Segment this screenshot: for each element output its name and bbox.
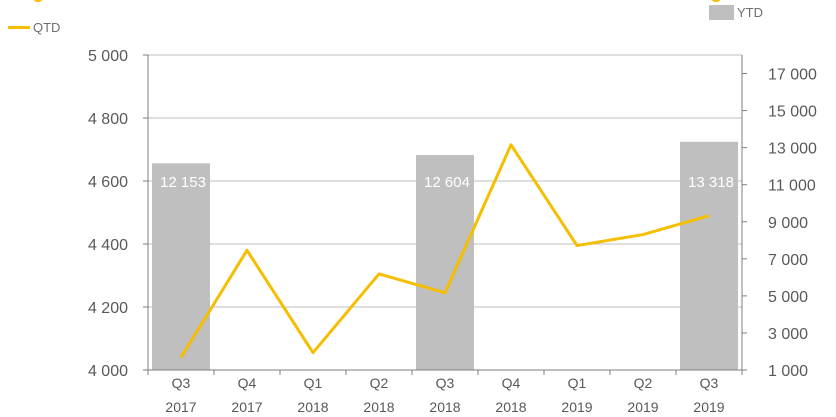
x-tick-label-year: 2019 [627, 399, 658, 415]
qtd-point [378, 273, 380, 275]
x-tick-label-quarter: Q3 [436, 375, 455, 391]
y-right-tick-label: 7 000 [768, 252, 808, 269]
x-tick-label-quarter: Q2 [370, 375, 389, 391]
x-tick-label-quarter: Q2 [634, 375, 653, 391]
y-right-tick-label: 13 000 [768, 141, 817, 158]
qtd-point [246, 249, 248, 251]
x-tick-label-quarter: Q3 [172, 375, 191, 391]
legend-ytd: YTD [709, 5, 763, 20]
bar-series [152, 141, 738, 370]
x-tick-label-year: 2018 [495, 399, 526, 415]
y-left-tick-label: 4 200 [88, 300, 128, 317]
qtd-point [444, 292, 446, 294]
bar-labels: 12 153 12 604 13 318 [160, 174, 734, 191]
bar-data-label: 13 318 [688, 174, 734, 191]
axes [143, 54, 747, 375]
y-right-tick-label: 9 000 [768, 215, 808, 232]
y-right-tick-label: 3 000 [768, 326, 808, 343]
x-tick-label-quarter: Q4 [502, 375, 521, 391]
y-left-tick-label: 5 000 [88, 48, 128, 65]
x-tick-label-year: 2019 [561, 399, 592, 415]
qtd-point [642, 234, 644, 236]
x-tick-label-year: 2018 [429, 399, 460, 415]
legend-label-ytd: YTD [737, 5, 763, 20]
x-tick-label-year: 2017 [231, 399, 262, 415]
x-tick-label-quarter: Q1 [568, 375, 587, 391]
bar [680, 141, 738, 370]
x-tick-label-year: 2018 [363, 399, 394, 415]
bar-data-label: 12 153 [160, 174, 206, 191]
legend-swatch-qtd [8, 26, 30, 29]
bar [152, 163, 210, 370]
legend-swatch-ytd [709, 5, 734, 20]
qtd-point [180, 356, 182, 358]
tick-labels: 4 000 4 200 4 400 4 600 4 800 5 000 1 000 3 000… [88, 48, 817, 415]
line-series [179, 143, 710, 359]
y-left-tick-label: 4 000 [88, 363, 128, 380]
y-left-tick-label: 4 600 [88, 174, 128, 191]
x-tick-label-quarter: Q4 [238, 375, 257, 391]
legend-qtd: QTD [8, 20, 60, 35]
legend-label-qtd: QTD [33, 20, 61, 35]
y-right-tick-label: 17 000 [768, 67, 817, 84]
qtd-point [510, 144, 512, 146]
x-tick-label-year: 2017 [165, 399, 196, 415]
x-tick-label-year: 2018 [297, 399, 328, 415]
y-left-tick-label: 4 800 [88, 111, 128, 128]
y-right-tick-label: 5 000 [768, 289, 808, 306]
qtd-point [312, 352, 314, 354]
bar-data-label: 12 604 [424, 174, 470, 191]
x-tick-label-year: 2019 [693, 399, 724, 415]
y-right-tick-label: 11 000 [768, 178, 816, 195]
x-tick-label-quarter: Q3 [700, 375, 719, 391]
y-right-tick-label: 1 000 [768, 363, 808, 380]
x-tick-label-quarter: Q1 [304, 375, 323, 391]
y-left-tick-label: 4 400 [88, 237, 128, 254]
qtd-point [708, 215, 710, 217]
bar [416, 154, 474, 370]
y-right-tick-label: 15 000 [768, 104, 817, 121]
qtd-point [576, 245, 578, 247]
